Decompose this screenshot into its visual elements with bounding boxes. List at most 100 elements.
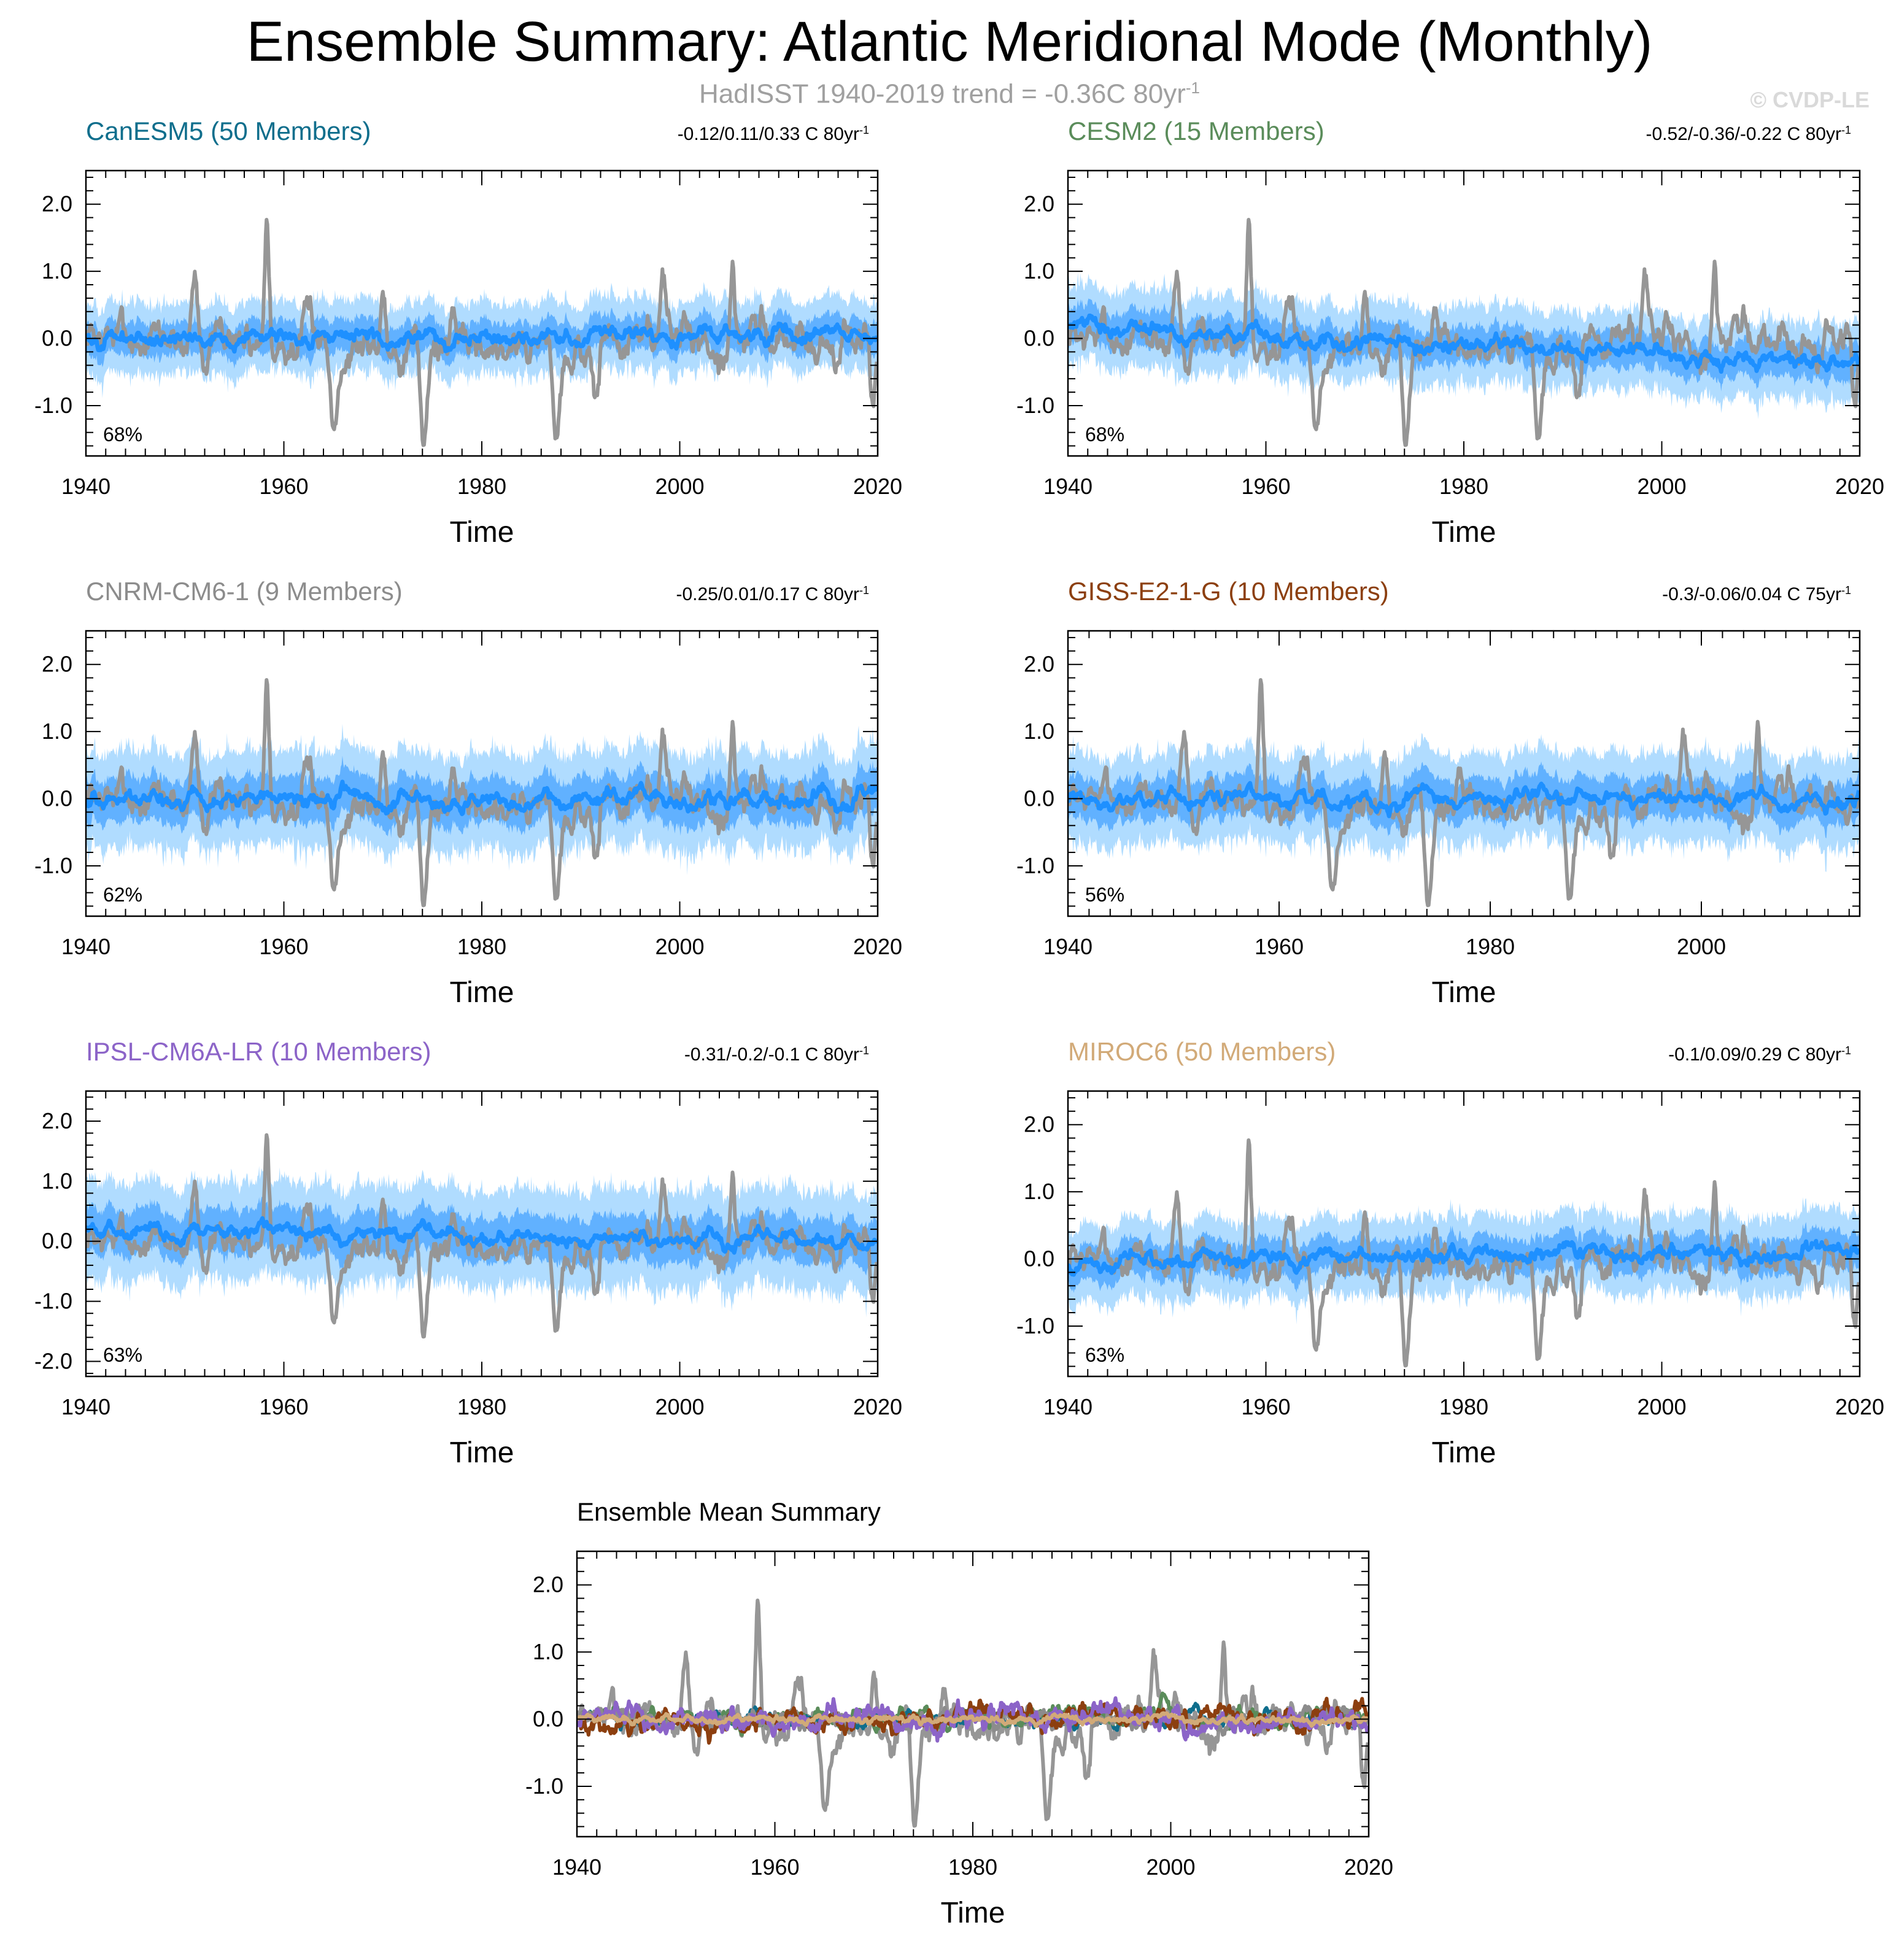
x-tick-label: 1940: [61, 934, 110, 959]
panel-canesm5: 1940 1960 1980 2000 2020 2.0 1.0 0.0 -1.0 Time Can…: [34, 117, 902, 549]
panel-title: MIROC6 (50 Members): [1068, 1037, 1336, 1066]
y-tick-label: 1.0: [1024, 1179, 1054, 1204]
y-tick-label: 2.0: [1024, 652, 1054, 677]
observed-line: [1068, 1138, 1860, 1368]
x-tick-label: 2020: [853, 934, 902, 959]
x-tick-label: 2000: [655, 934, 704, 959]
panel-title: CNRM-CM6-1 (9 Members): [86, 577, 403, 606]
ensemble-mean-line: [86, 322, 878, 354]
trend-superscript: -1: [859, 1044, 869, 1057]
plot-area: [86, 678, 878, 908]
panel-cnrm-cm6-1: 1940 1960 1980 2000 2020 2.0 1.0 0.0 -1.0 Time CNR…: [34, 577, 902, 1009]
x-tick-label: 1940: [1043, 934, 1093, 959]
x-tick-label: 1960: [259, 1394, 308, 1419]
ensemble-mean-line: [1068, 1238, 1860, 1277]
plot-area: [577, 1599, 1369, 1828]
model-mean-line-miroc6: [577, 1711, 1369, 1728]
x-tick-label: 1980: [457, 474, 506, 499]
y-tick-label: 0.0: [1024, 786, 1054, 811]
y-tick-label: 2.0: [533, 1572, 563, 1597]
panel-ipsl-cm6a-lr: 1940 1960 1980 2000 2020 2.0 1.0 0.0 -1.0 -2.0 Tim…: [34, 1037, 902, 1469]
y-tick-label: 2.0: [42, 1108, 72, 1133]
trend-value: -0.3/-0.06/0.04 C 75yr: [1662, 584, 1841, 604]
plot-area: [86, 1133, 878, 1339]
x-tick-label: 1940: [1043, 1394, 1093, 1419]
percent-label: 68%: [1085, 423, 1124, 446]
x-tick-label: 1960: [1241, 1394, 1290, 1419]
x-tick-label: 1960: [259, 934, 308, 959]
y-tick-label: 0.0: [1024, 326, 1054, 351]
x-tick-label: 1960: [1241, 474, 1290, 499]
y-tick-label: 1.0: [533, 1639, 563, 1664]
trend-text: -0.25/0.01/0.17 C 80yr-1: [676, 584, 869, 604]
y-tick-label: -1.0: [1016, 1313, 1054, 1338]
percent-label: 63%: [103, 1344, 142, 1366]
panel-cesm2: 1940 1960 1980 2000 2020 2.0 1.0 0.0 -1.0 Time CES…: [1016, 117, 1884, 549]
trend-superscript: -1: [1841, 1044, 1851, 1057]
trend-superscript: -1: [1841, 584, 1851, 596]
y-tick-label: 1.0: [42, 258, 72, 284]
y-tick-label: -1.0: [1016, 853, 1054, 878]
panel-title: IPSL-CM6A-LR (10 Members): [86, 1037, 431, 1066]
plot-frame: [1067, 630, 1861, 917]
panel-title: CanESM5 (50 Members): [86, 117, 371, 145]
ensemble-mean-line: [86, 779, 878, 816]
x-tick-label: 1960: [750, 1854, 799, 1880]
trend-text: -0.3/-0.06/0.04 C 75yr-1: [1662, 584, 1851, 604]
x-axis-label: Time: [941, 1897, 1005, 1929]
y-tick-label: 1.0: [42, 719, 72, 744]
plot-area: [1068, 678, 1860, 908]
subtitle-superscript: -1: [1185, 79, 1201, 97]
x-tick-label: 2020: [853, 1394, 902, 1419]
x-tick-label: 2000: [1637, 474, 1686, 499]
plot-area: [1068, 1138, 1860, 1368]
y-tick-label: -2.0: [34, 1349, 72, 1374]
x-tick-label: 1960: [1255, 934, 1304, 959]
x-tick-label: 1980: [1439, 474, 1488, 499]
panel-title: Ensemble Mean Summary: [577, 1497, 881, 1526]
plot-area: [86, 218, 878, 447]
trend-value: -0.52/-0.36/-0.22 C 80yr: [1646, 124, 1841, 144]
subtitle-text: HadISST 1940-2019 trend = -0.36C 80yr: [698, 79, 1186, 109]
y-tick-label: 2.0: [42, 652, 72, 677]
plot-area: [1068, 218, 1860, 447]
y-tick-label: 0.0: [42, 786, 72, 811]
y-tick-label: 2.0: [1024, 191, 1054, 217]
y-tick-label: 0.0: [533, 1707, 563, 1732]
trend-text: -0.52/-0.36/-0.22 C 80yr-1: [1646, 124, 1851, 144]
x-tick-label: 2020: [853, 474, 902, 499]
y-tick-label: 1.0: [1024, 258, 1054, 284]
x-tick-label: 2000: [1637, 1394, 1686, 1419]
x-tick-label: 1980: [1466, 934, 1515, 959]
subtitle: HadISST 1940-2019 trend = -0.36C 80yr-1: [0, 79, 1899, 110]
trend-text: -0.31/-0.2/-0.1 C 80yr-1: [684, 1044, 869, 1065]
x-tick-label: 2020: [1344, 1854, 1393, 1880]
ensemble-mean-line: [1068, 313, 1860, 374]
y-tick-label: -1.0: [34, 1289, 72, 1314]
y-tick-label: -1.0: [1016, 393, 1054, 418]
trend-value: -0.12/0.11/0.33 C 80yr: [678, 124, 859, 144]
y-tick-label: 0.0: [42, 1229, 72, 1254]
trend-superscript: -1: [859, 584, 869, 596]
trend-superscript: -1: [1841, 124, 1851, 136]
trend-value: -0.25/0.01/0.17 C 80yr: [676, 584, 859, 604]
x-tick-label: 1940: [552, 1854, 601, 1880]
panel-title: GISS-E2-1-G (10 Members): [1068, 577, 1389, 606]
x-axis-label: Time: [1432, 516, 1496, 549]
y-tick-label: 1.0: [1024, 719, 1054, 744]
percent-label: 62%: [103, 884, 142, 906]
x-tick-label: 2000: [655, 474, 704, 499]
panel-ensemble-mean-summary: 1940 1960 1980 2000 2020 2.0 1.0 0.0 -1.0 Time Ens…: [525, 1497, 1393, 1929]
x-tick-label: 1940: [1043, 474, 1093, 499]
y-tick-label: 0.0: [42, 326, 72, 351]
x-tick-label: 2020: [1835, 474, 1884, 499]
x-tick-label: 1980: [948, 1854, 997, 1880]
x-tick-label: 2000: [1146, 1854, 1195, 1880]
panel-miroc6: 1940 1960 1980 2000 2020 2.0 1.0 0.0 -1.0 Time MIR…: [1016, 1037, 1884, 1469]
panel-giss-e2-1-g: 1940 1960 1980 2000 2.0 1.0 0.0 -1.0 Time GISS-E2…: [1016, 577, 1861, 1009]
y-tick-label: 2.0: [1024, 1112, 1054, 1137]
panel-title: CESM2 (15 Members): [1068, 117, 1325, 145]
trend-value: -0.1/0.09/0.29 C 80yr: [1668, 1044, 1841, 1065]
x-tick-label: 1980: [1439, 1394, 1488, 1419]
